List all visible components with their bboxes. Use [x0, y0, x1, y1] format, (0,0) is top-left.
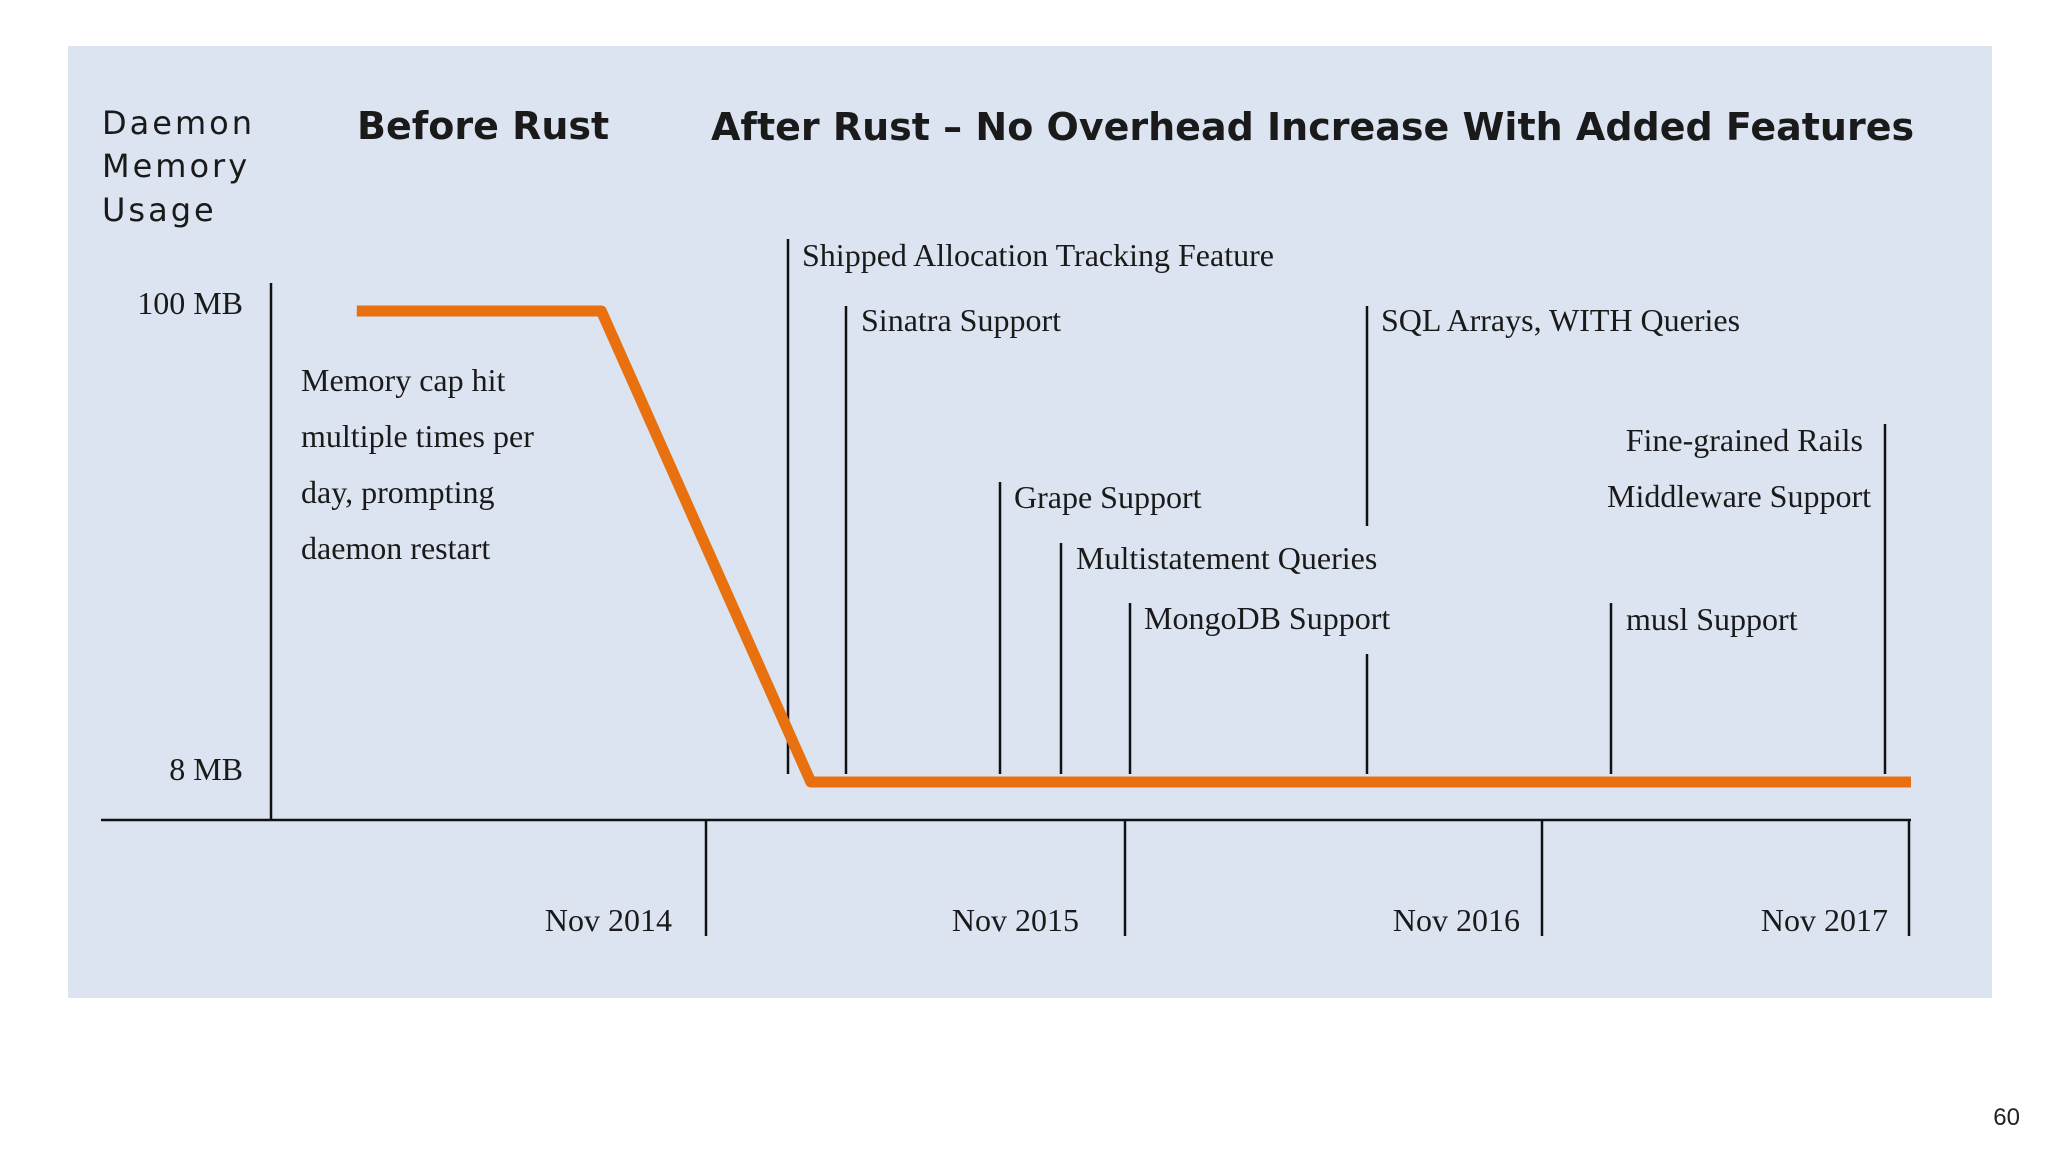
memory-cap-note-line: daemon restart	[301, 530, 490, 566]
x-tick-label: Nov 2015	[952, 902, 1079, 938]
memory-cap-note-line: day, prompting	[301, 474, 494, 510]
after-rust-title: After Rust – No Overhead Increase With A…	[711, 105, 1914, 149]
event-label: Sinatra Support	[861, 302, 1061, 338]
x-tick-label: Nov 2017	[1761, 902, 1888, 938]
before-rust-title: Before Rust	[357, 104, 609, 148]
event-label: Fine-grained Rails Middleware Support	[1607, 422, 1871, 514]
event-label: musl Support	[1626, 601, 1798, 637]
event-label: Grape Support	[1014, 479, 1202, 515]
y-axis-label-line: Memory	[102, 147, 250, 185]
y-tick-label: 100 MB	[137, 285, 243, 321]
event-label: Multistatement Queries	[1076, 540, 1377, 576]
x-tick-label: Nov 2014	[545, 902, 672, 938]
chart-panel: Daemon Memory Usage Before Rust After Ru…	[68, 46, 1992, 998]
event-marker: MongoDB Support	[1128, 600, 1390, 774]
event-label: Shipped Allocation Tracking Feature	[802, 237, 1274, 273]
event-label: MongoDB Support	[1144, 600, 1390, 636]
y-axis-label-line: Usage	[102, 191, 217, 229]
memory-cap-note: Memory cap hit multiple times per day, p…	[301, 362, 542, 566]
memory-cap-note-line: multiple times per	[301, 418, 534, 454]
y-axis-label-line: Daemon	[102, 104, 255, 142]
page-number: 60	[1993, 1104, 2020, 1131]
event-marker: Sinatra Support	[844, 302, 1061, 774]
x-tick-label: Nov 2016	[1393, 902, 1520, 938]
memory-usage-chart: Daemon Memory Usage Before Rust After Ru…	[101, 104, 1914, 938]
event-marker: musl Support	[1609, 601, 1798, 774]
event-marker: Shipped Allocation Tracking Feature	[786, 237, 1274, 774]
y-axis-label: Daemon Memory Usage	[102, 104, 268, 229]
memory-cap-note-line: Memory cap hit	[301, 362, 506, 398]
event-marker: Fine-grained Rails Middleware Support	[1607, 422, 1887, 774]
event-label: SQL Arrays, WITH Queries	[1381, 302, 1740, 338]
event-marker: Grape Support	[998, 479, 1202, 774]
y-tick-label: 8 MB	[169, 751, 243, 787]
event-marker: SQL Arrays, WITH Queries	[1365, 302, 1740, 774]
memory-usage-line	[356, 305, 1911, 788]
event-marker: Multistatement Queries	[1059, 540, 1377, 774]
